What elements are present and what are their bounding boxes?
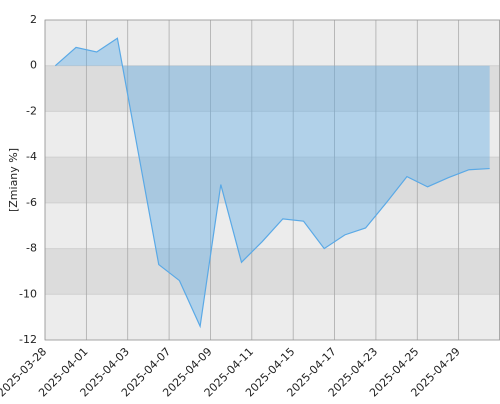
y-axis-label: [Zmiany %] [7,148,20,212]
y-tick-label: -2 [26,104,37,117]
y-tick-label: -10 [19,287,37,300]
y-tick-label: -8 [26,242,37,255]
grid-band [45,65,500,112]
grid-band [45,157,500,203]
grid-band [45,248,500,295]
grid-band [45,294,500,340]
line [54,37,490,329]
y-tick-label: -4 [26,150,37,163]
y-tick-label: -12 [19,333,37,346]
grid-band [45,111,500,158]
y-tick-label: 0 [30,59,37,72]
y-tick-label: 2 [30,13,37,26]
area [55,38,490,327]
y-tick-label: -6 [26,196,37,209]
grid-band [45,202,500,249]
